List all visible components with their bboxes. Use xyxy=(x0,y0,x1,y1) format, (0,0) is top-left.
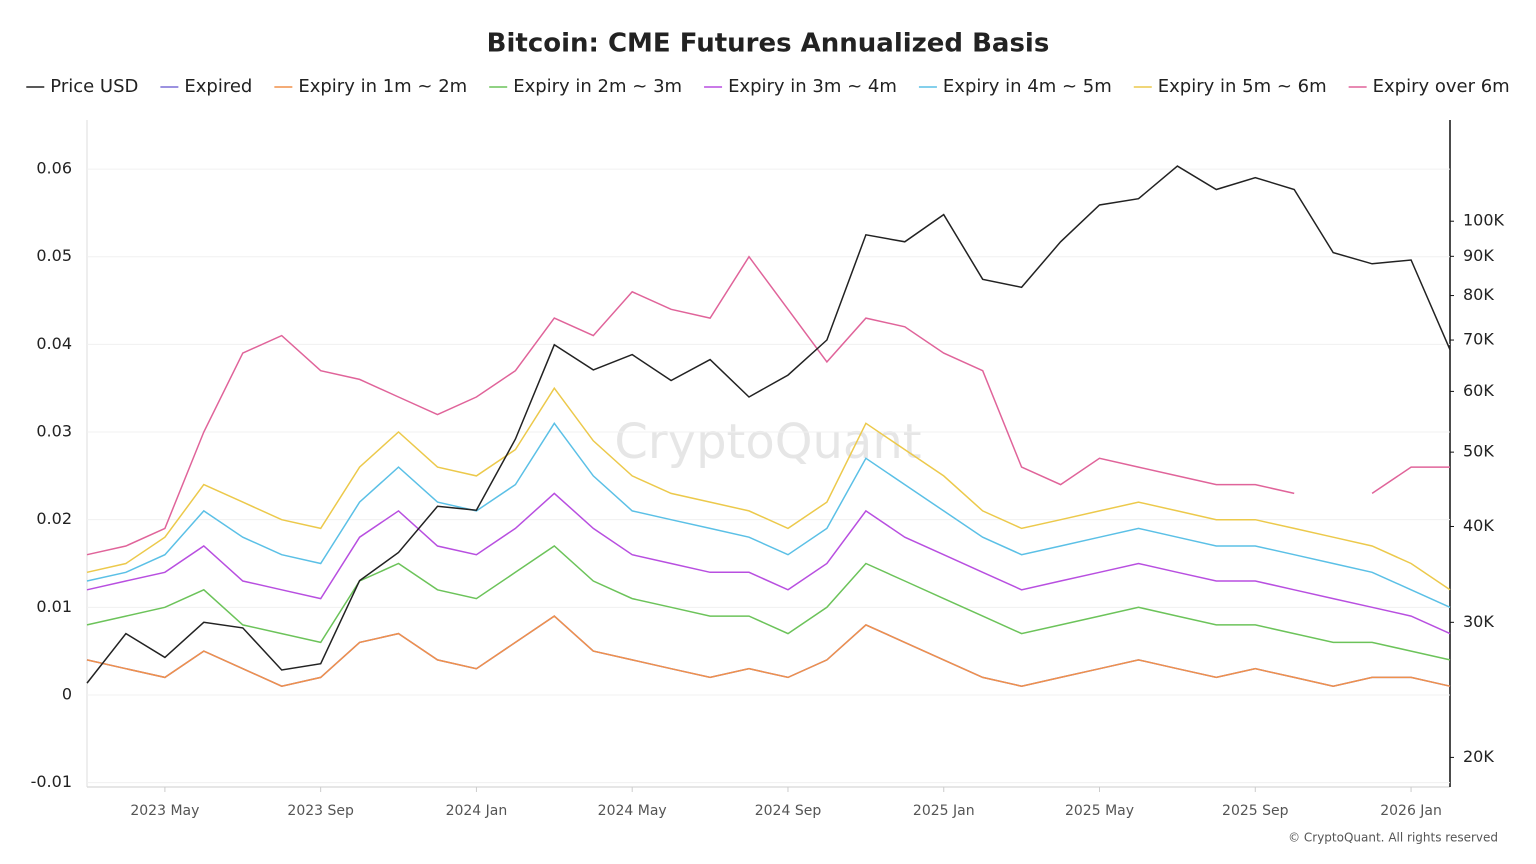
y-tick-label: 0.01 xyxy=(36,597,72,616)
y2-tick-label: 100K xyxy=(1463,211,1505,230)
series-line xyxy=(86,255,1450,556)
series-line xyxy=(86,386,1451,591)
watermark: CryptoQuant xyxy=(614,414,921,470)
legend-label: Price USD xyxy=(50,76,138,97)
y-tick-label: 0.06 xyxy=(36,159,72,178)
legend-label: Expiry in 5m ~ 6m xyxy=(1158,76,1327,97)
legend-label: Expiry in 1m ~ 2m xyxy=(298,76,467,97)
series-line xyxy=(86,165,1451,684)
x-tick-label: 2024 Jan xyxy=(446,803,508,819)
y2-tick-label: 60K xyxy=(1463,381,1494,400)
legend: Price USD Expired Expiry in 1m ~ 2m Expiry … xyxy=(26,76,1510,97)
series-line xyxy=(86,545,1451,661)
x-tick-label: 2023 May xyxy=(130,803,199,819)
footer: © CryptoQuant. All rights reserved xyxy=(1288,831,1498,845)
legend-label: Expired xyxy=(184,76,252,97)
y-tick-label: 0.02 xyxy=(36,509,72,528)
series-line xyxy=(86,615,1451,687)
y2-tick-label: 30K xyxy=(1463,612,1494,631)
series-line xyxy=(86,615,1451,687)
y2-tick-label: 20K xyxy=(1463,747,1494,766)
x-tick-label: 2025 May xyxy=(1065,803,1134,819)
y-tick-label: 0.05 xyxy=(36,246,72,265)
y-tick-label: 0.03 xyxy=(36,422,72,441)
y-tick-label: 0 xyxy=(62,684,72,703)
y2-tick-label: 70K xyxy=(1463,330,1494,349)
x-tick-label: 2026 Jan xyxy=(1380,803,1442,819)
legend-label: Expiry in 4m ~ 5m xyxy=(943,76,1112,97)
x-tick-label: 2025 Jan xyxy=(913,803,975,819)
chart-title: Bitcoin: CME Futures Annualized Basis xyxy=(487,29,1050,59)
y2-tick-label: 40K xyxy=(1463,516,1494,535)
x-tick-label: 2024 May xyxy=(598,803,667,819)
y-tick-label: -0.01 xyxy=(31,772,72,791)
y-tick-label: 0.04 xyxy=(36,334,72,353)
y2-tick-label: 90K xyxy=(1463,246,1494,265)
y2-tick-label: 50K xyxy=(1463,442,1494,461)
x-tick-label: 2023 Sep xyxy=(287,803,354,819)
legend-label: Expiry in 2m ~ 3m xyxy=(513,76,682,97)
series-line xyxy=(86,492,1451,635)
x-tick-label: 2024 Sep xyxy=(755,803,822,819)
legend-label: Expiry over 6m xyxy=(1373,76,1510,97)
x-tick-label: 2025 Sep xyxy=(1222,803,1289,819)
y2-tick-label: 80K xyxy=(1463,285,1494,304)
series-line xyxy=(86,421,1451,608)
legend-label: Expiry in 3m ~ 4m xyxy=(728,76,897,97)
